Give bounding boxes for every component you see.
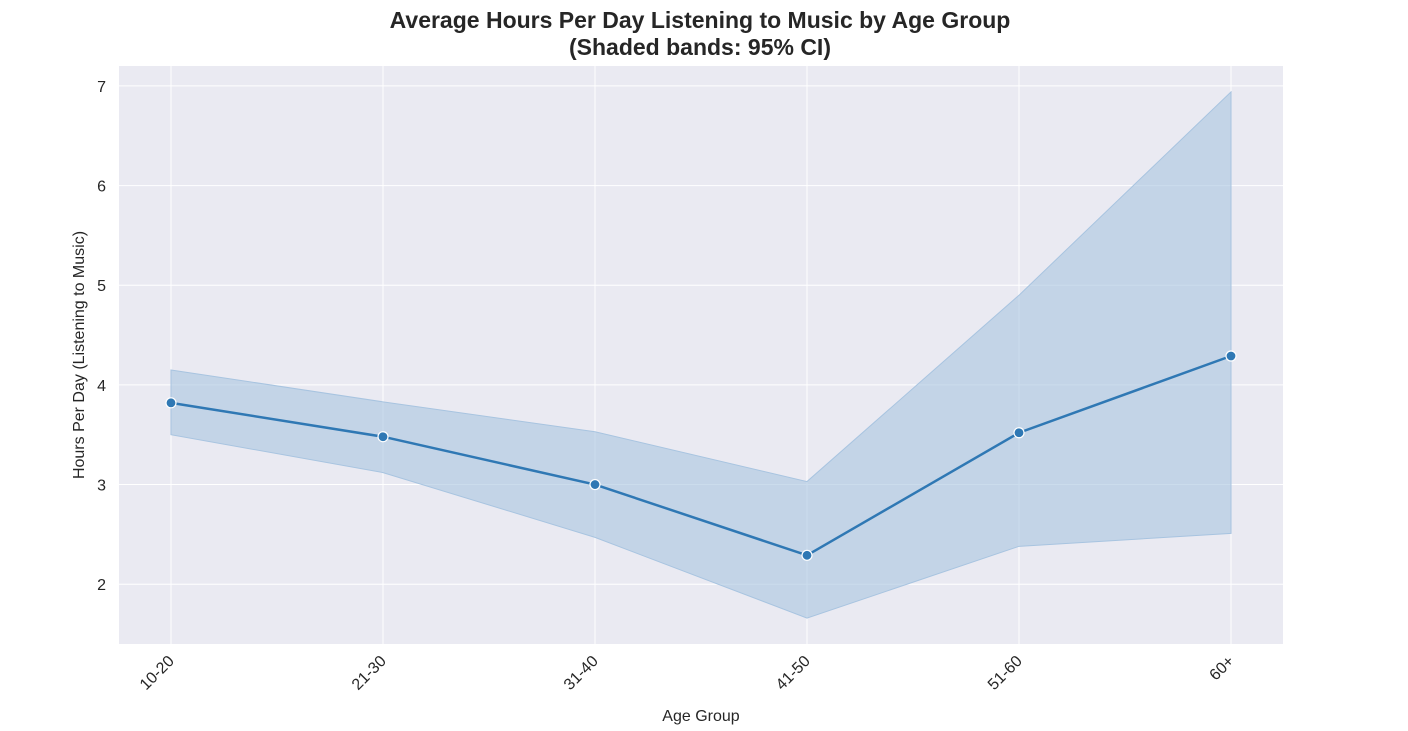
x-tick-label: 41-50	[773, 653, 814, 694]
data-markers	[165, 350, 1237, 561]
confidence-band	[170, 90, 1232, 619]
x-tick-label: 31-40	[561, 653, 602, 694]
data-point	[589, 478, 601, 491]
x-tick-label: 10-20	[137, 653, 178, 694]
y-tick-label: 7	[97, 79, 106, 96]
chart-title: Average Hours Per Day Listening to Music…	[390, 7, 1011, 33]
mean-line	[170, 354, 1232, 557]
x-axis-ticks: 10-20 21-30 31-40 41-50 51-60 60+	[137, 653, 1238, 694]
data-point	[801, 549, 813, 561]
y-tick-label: 6	[97, 179, 106, 196]
y-tick-label: 4	[97, 378, 106, 395]
x-tick-label: 21-30	[349, 653, 390, 694]
y-tick-label: 5	[97, 278, 106, 295]
y-axis-label: Hours Per Day (Listening to Music)	[71, 231, 88, 479]
chart-subtitle: (Shaded bands: 95% CI)	[569, 34, 831, 60]
x-axis-label: Age Group	[662, 708, 739, 725]
data-point	[1225, 350, 1237, 362]
data-point	[165, 397, 177, 409]
data-point	[1013, 427, 1025, 439]
y-tick-label: 2	[97, 577, 106, 594]
x-tick-label: 60+	[1207, 653, 1238, 684]
y-axis-ticks: 2 3 4 5 6 7	[97, 79, 106, 594]
y-tick-label: 3	[97, 478, 106, 495]
data-point	[377, 431, 389, 443]
x-tick-label: 51-60	[985, 653, 1026, 694]
